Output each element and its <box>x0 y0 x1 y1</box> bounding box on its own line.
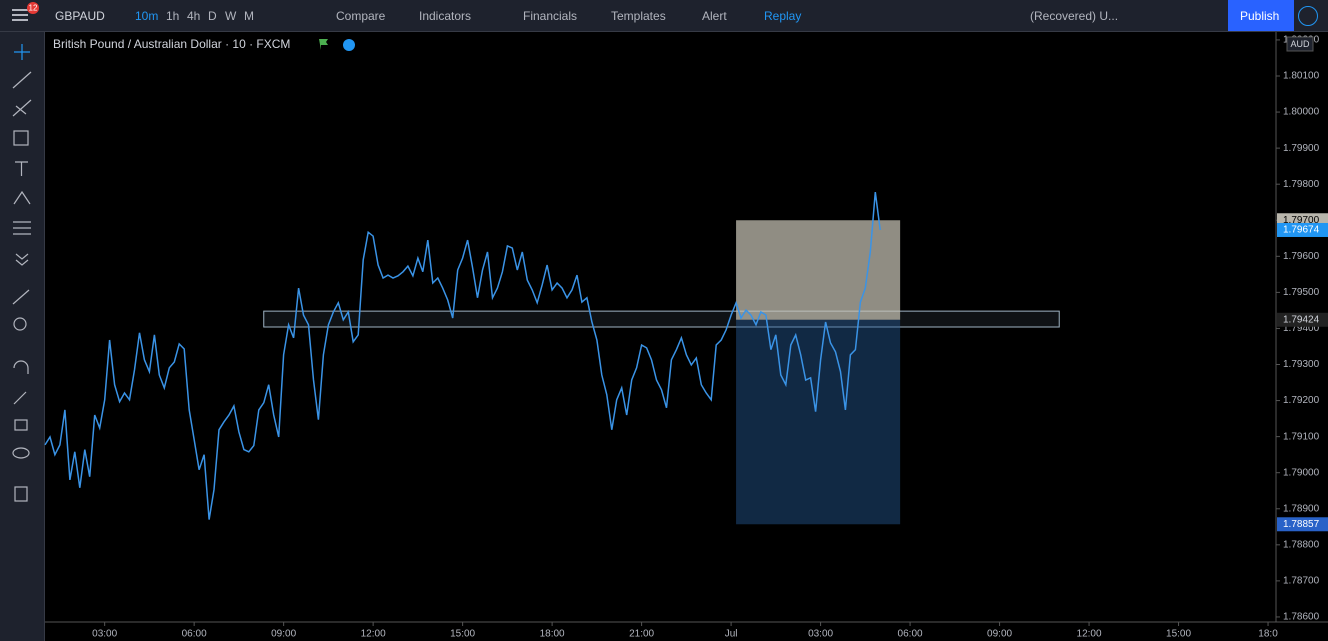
price-axis <box>1276 32 1328 622</box>
symbol[interactable]: GBPAUD <box>55 9 105 23</box>
drawing-toolbar <box>0 32 45 641</box>
currency-badge <box>1286 36 1314 52</box>
y-tick-label: 1.78800 <box>1283 539 1320 550</box>
y-tick-label: 1.78700 <box>1283 576 1320 587</box>
price-tag-label: 1.79674 <box>1283 225 1320 236</box>
price-line <box>44 192 881 520</box>
x-tick-label: 15:00 <box>1166 629 1191 640</box>
replay[interactable]: Replay <box>764 9 802 23</box>
x-tick-label: 18:0 <box>1258 629 1278 640</box>
interval[interactable]: D <box>208 9 217 23</box>
x-tick-label: 15:00 <box>450 629 475 640</box>
y-tick-label: 1.80100 <box>1283 71 1320 82</box>
x-tick-label: Jul <box>725 629 738 640</box>
y-tick-label: 1.79600 <box>1283 251 1320 262</box>
y-tick-label: 1.79700 <box>1283 215 1320 226</box>
x-tick-label: 09:00 <box>271 629 296 640</box>
tool-icons <box>12 44 32 502</box>
badge: 12 <box>29 4 38 13</box>
price-tag <box>1277 312 1328 327</box>
x-tick-label: 03:00 <box>92 629 117 640</box>
loss-zone <box>736 319 901 525</box>
y-tick-label: 1.80000 <box>1283 107 1320 118</box>
publish[interactable]: Publish <box>1240 9 1280 23</box>
interval[interactable]: 10m <box>135 9 159 23</box>
x-tick-label: 21:00 <box>629 629 654 640</box>
y-tick-label: 1.79200 <box>1283 395 1320 406</box>
alert[interactable]: Alert <box>702 9 727 23</box>
interval[interactable]: 4h <box>187 9 201 23</box>
y-tick-label: 1.79500 <box>1283 287 1320 298</box>
profit-zone <box>736 220 901 320</box>
replay-icon <box>343 39 355 51</box>
layout-name[interactable]: (Recovered) U... <box>1030 9 1119 23</box>
price-tag-label: 1.78857 <box>1283 519 1320 530</box>
templates[interactable]: Templates <box>611 9 666 23</box>
top-toolbar: 12 GBPAUD 10m 1h 4h D W M Compare Indica… <box>0 0 1328 32</box>
price-tag-label: 1.79424 <box>1283 314 1320 325</box>
publish-button[interactable] <box>1228 0 1294 31</box>
indicators[interactable]: Indicators <box>419 9 472 23</box>
price-tag <box>1277 213 1328 228</box>
currency: AUD <box>1290 39 1310 49</box>
financials[interactable]: Financials <box>523 9 578 23</box>
flag-icon <box>319 39 328 50</box>
price-tag <box>1277 222 1328 237</box>
x-tick-label: 12:00 <box>1077 629 1102 640</box>
interval[interactable]: M <box>244 9 254 23</box>
compare[interactable]: Compare <box>336 9 386 23</box>
price-tag-label: 1.79700 <box>1283 215 1320 226</box>
x-tick-label: 18:00 <box>540 629 565 640</box>
interval[interactable]: 1h <box>166 9 180 23</box>
x-tick-label: 06:00 <box>182 629 207 640</box>
y-tick-label: 1.79000 <box>1283 467 1320 478</box>
y-tick-label: 1.79100 <box>1283 431 1320 442</box>
y-tick-label: 1.79800 <box>1283 179 1320 190</box>
y-tick-label: 1.79900 <box>1283 143 1320 154</box>
zone-rect <box>263 310 1060 328</box>
legend-title: British Pound / Australian Dollar · 10 ·… <box>53 37 290 51</box>
x-tick-label: 06:00 <box>898 629 923 640</box>
price-tag <box>1277 517 1328 532</box>
y-tick-label: 1.78600 <box>1283 612 1320 623</box>
y-tick-label: 1.79400 <box>1283 323 1320 334</box>
y-tick-label: 1.79300 <box>1283 359 1320 370</box>
y-tick-label: 1.80200 <box>1283 35 1320 46</box>
y-tick-label: 1.78900 <box>1283 503 1320 514</box>
x-tick-label: 12:00 <box>361 629 386 640</box>
replay-play[interactable] <box>1298 6 1318 26</box>
x-tick-label: 09:00 <box>987 629 1012 640</box>
x-tick-label: 03:00 <box>808 629 833 640</box>
interval[interactable]: W <box>225 9 237 23</box>
menu-icon[interactable]: 12 <box>0 0 44 31</box>
